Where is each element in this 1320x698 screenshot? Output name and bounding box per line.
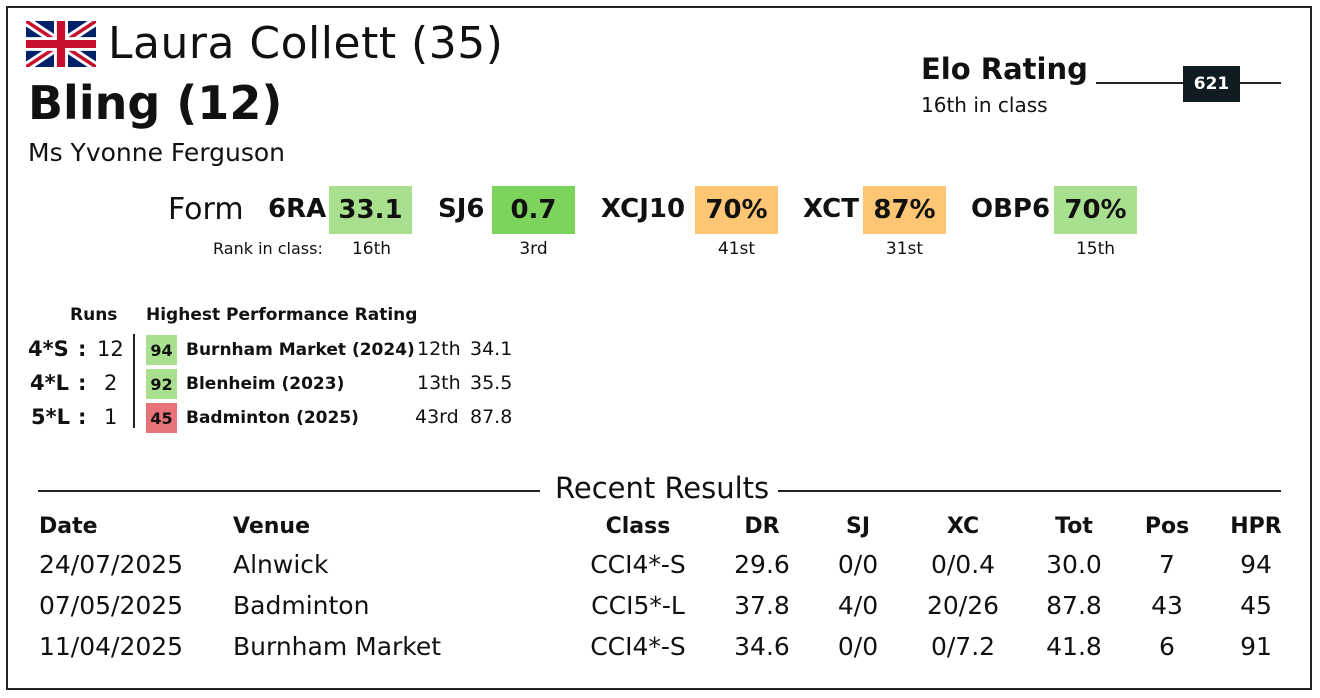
result-position: 7 <box>1159 550 1175 579</box>
metric-label-sj6: SJ6 <box>438 194 485 224</box>
run-level: 4*L <box>30 371 69 395</box>
result-hpr: 91 <box>1240 632 1272 661</box>
result-sj: 4/0 <box>837 591 879 620</box>
result-dr: 34.6 <box>734 632 790 661</box>
col-header-hpr: HPR <box>1230 514 1282 539</box>
result-hpr: 94 <box>1240 550 1272 579</box>
rank-in-class-label: Rank in class: <box>213 239 323 258</box>
metric-label-xct: XCT <box>803 194 859 224</box>
result-dr: 29.6 <box>734 550 790 579</box>
col-header-tot: Tot <box>1055 514 1093 539</box>
result-total: 30.0 <box>1046 550 1102 579</box>
rider-card <box>6 6 1312 690</box>
run-count: 2 <box>104 371 118 395</box>
runs-divider <box>133 334 135 428</box>
result-venue: Alnwick <box>233 550 329 579</box>
col-header-dr: DR <box>744 514 780 539</box>
metric-value-xcj10: 70% <box>695 186 778 234</box>
rider-name: Laura Collett (35) <box>108 18 504 69</box>
results-rule-right <box>778 490 1281 492</box>
result-total: 41.8 <box>1046 632 1102 661</box>
result-date: 11/04/2025 <box>39 632 184 661</box>
result-venue: Badminton <box>233 591 370 620</box>
metric-value-xct: 87% <box>863 186 946 234</box>
runs-header: Runs <box>70 305 118 325</box>
run-level: 4*S <box>28 337 69 361</box>
result-total: 87.8 <box>1046 591 1102 620</box>
col-header-class: Class <box>605 514 671 539</box>
metric-value-obp6: 70% <box>1054 186 1137 234</box>
rank-6ra: 16th <box>351 239 392 259</box>
run-level: 5*L <box>31 405 70 429</box>
form-label: Form <box>168 192 244 227</box>
hpr-event: Badminton (2025) <box>186 408 359 428</box>
united-kingdom-flag <box>26 21 96 67</box>
col-header-sj: SJ <box>845 514 871 539</box>
result-dr: 37.8 <box>734 591 790 620</box>
hpr-header: Highest Performance Rating <box>146 305 418 325</box>
run-separator: : <box>78 337 87 361</box>
result-class: CCI4*-S <box>590 632 686 661</box>
owner-name: Ms Yvonne Ferguson <box>28 138 286 167</box>
hpr-score: 87.8 <box>470 406 513 428</box>
hpr-position: 13th <box>417 372 461 394</box>
col-header-xc: XC <box>946 514 980 539</box>
result-xc: 20/26 <box>926 591 1000 620</box>
run-separator: : <box>78 405 87 429</box>
hpr-score: 34.1 <box>470 338 513 360</box>
horse-name: Bling (12) <box>28 76 283 130</box>
run-separator: : <box>78 371 87 395</box>
hpr-event: Blenheim (2023) <box>186 374 345 394</box>
hpr-badge: 94 <box>146 335 177 365</box>
hpr-badge: 45 <box>146 403 177 433</box>
metric-value-6ra: 33.1 <box>329 186 412 234</box>
hpr-position: 12th <box>417 338 461 360</box>
result-hpr: 45 <box>1240 591 1272 620</box>
col-header-venue: Venue <box>233 514 310 539</box>
rank-xct: 31st <box>885 239 924 259</box>
col-header-pos: Pos <box>1144 514 1190 539</box>
run-count: 1 <box>104 405 118 429</box>
results-rule-left <box>38 490 540 492</box>
rank-xcj10: 41st <box>717 239 756 259</box>
result-xc: 0/7.2 <box>930 632 996 661</box>
rank-obp6: 15th <box>1075 239 1116 259</box>
result-date: 07/05/2025 <box>39 591 184 620</box>
metric-label-6ra: 6RA <box>268 194 327 224</box>
elo-subtitle: 16th in class <box>921 93 1048 117</box>
hpr-score: 35.5 <box>470 372 513 394</box>
metric-value-sj6: 0.7 <box>492 186 575 234</box>
result-class: CCI5*-L <box>591 591 685 620</box>
hpr-badge: 92 <box>146 369 177 399</box>
hpr-event: Burnham Market (2024) <box>186 340 415 360</box>
hpr-position: 43rd <box>415 406 459 428</box>
metric-label-xcj10: XCJ10 <box>601 194 686 224</box>
result-venue: Burnham Market <box>233 632 442 661</box>
result-position: 6 <box>1159 632 1175 661</box>
elo-value: 621 <box>1183 66 1240 102</box>
col-header-date: Date <box>39 514 98 539</box>
result-sj: 0/0 <box>837 550 879 579</box>
recent-results-title: Recent Results <box>555 471 770 505</box>
result-sj: 0/0 <box>837 632 879 661</box>
result-xc: 0/0.4 <box>930 550 996 579</box>
elo-title: Elo Rating <box>921 52 1088 86</box>
result-position: 43 <box>1151 591 1183 620</box>
metric-label-obp6: OBP6 <box>971 194 1051 224</box>
result-date: 24/07/2025 <box>39 550 184 579</box>
rank-sj6: 3rd <box>519 239 548 259</box>
result-class: CCI4*-S <box>590 550 686 579</box>
run-count: 12 <box>97 337 124 361</box>
